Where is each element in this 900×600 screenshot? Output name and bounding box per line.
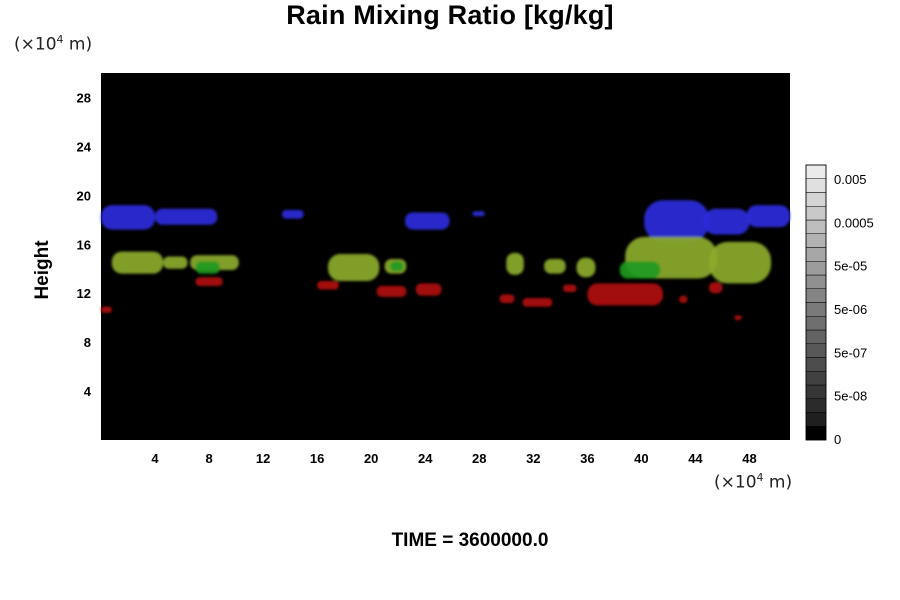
layer-2 bbox=[195, 261, 661, 279]
region-1-0 bbox=[111, 251, 164, 274]
data-layers bbox=[101, 200, 790, 321]
region-1-1 bbox=[163, 256, 188, 269]
region-0-3 bbox=[404, 212, 450, 230]
layer-3 bbox=[101, 277, 742, 321]
region-3-6 bbox=[522, 298, 553, 307]
colorbar-segment bbox=[805, 247, 827, 262]
region-3-4 bbox=[415, 283, 442, 296]
colorbar-tick-label: 5e-08 bbox=[834, 389, 867, 404]
region-3-9 bbox=[679, 295, 688, 303]
x-tick-label: 16 bbox=[310, 451, 324, 466]
region-3-7 bbox=[563, 284, 577, 292]
colorbar-segment bbox=[805, 206, 827, 221]
colorbar-tick-label: 0.005 bbox=[834, 172, 867, 187]
x-tick-label: 48 bbox=[742, 451, 756, 466]
region-3-2 bbox=[317, 280, 339, 290]
x-tick-label: 12 bbox=[256, 451, 270, 466]
region-3-10 bbox=[708, 282, 723, 294]
x-tick-label: 4 bbox=[151, 451, 159, 466]
colorbar-segment bbox=[805, 164, 827, 179]
region-0-6 bbox=[703, 208, 750, 235]
colorbar-segment bbox=[805, 371, 827, 386]
x-tick-label: 32 bbox=[526, 451, 540, 466]
x-tick-label: 20 bbox=[364, 451, 378, 466]
y-unit-prefix: (×10 bbox=[14, 34, 57, 55]
colorbar-tick-label: 5e-05 bbox=[834, 259, 867, 274]
chart-title: Rain Mixing Ratio [kg/kg] bbox=[286, 0, 614, 30]
region-0-5 bbox=[644, 200, 709, 242]
colorbar-tick-label: 0.0005 bbox=[834, 215, 874, 230]
y-tick-label: 12 bbox=[77, 286, 91, 301]
colorbar-segment bbox=[805, 219, 827, 234]
x-axis-ticks: 4 8 12 16 20 24 28 32 36 40 44 48 bbox=[151, 451, 756, 466]
region-0-7 bbox=[746, 205, 790, 228]
region-1-5 bbox=[506, 252, 524, 275]
colorbar-segment bbox=[805, 426, 827, 441]
colorbar: 0.005 0.0005 5e-05 5e-06 5e-07 5e-08 0 bbox=[805, 164, 874, 447]
region-1-9 bbox=[708, 241, 772, 284]
x-tick-label: 40 bbox=[634, 451, 648, 466]
colorbar-segment bbox=[805, 316, 827, 331]
y-axis-ticks: 4 8 12 16 20 24 28 bbox=[77, 90, 92, 399]
region-3-11 bbox=[734, 315, 742, 321]
y-unit-exponent: 4 bbox=[56, 33, 64, 46]
region-3-1 bbox=[195, 277, 223, 286]
y-tick-label: 24 bbox=[77, 139, 92, 154]
y-tick-label: 28 bbox=[77, 90, 91, 105]
region-1-7 bbox=[576, 257, 596, 278]
region-0-0 bbox=[101, 205, 156, 230]
region-2-2 bbox=[619, 261, 661, 279]
colorbar-segment bbox=[805, 233, 827, 248]
region-0-4 bbox=[472, 211, 485, 217]
region-2-0 bbox=[195, 261, 220, 274]
x-tick-label: 8 bbox=[205, 451, 212, 466]
colorbar-segment bbox=[805, 357, 827, 372]
region-0-2 bbox=[282, 210, 304, 219]
x-tick-label: 44 bbox=[688, 451, 703, 466]
layer-0 bbox=[101, 200, 790, 242]
region-3-5 bbox=[499, 294, 515, 303]
colorbar-tick-label: 5e-06 bbox=[834, 302, 867, 317]
region-3-3 bbox=[376, 285, 407, 297]
region-1-3 bbox=[327, 254, 380, 281]
colorbar-segment bbox=[805, 261, 827, 276]
colorbar-segment bbox=[805, 384, 827, 399]
region-3-0 bbox=[101, 306, 112, 313]
colorbar-tick-label: 0 bbox=[834, 432, 841, 447]
colorbar-segment bbox=[805, 343, 827, 358]
x-tick-label: 28 bbox=[472, 451, 486, 466]
x-tick-label: 24 bbox=[418, 451, 433, 466]
colorbar-segment bbox=[805, 192, 827, 207]
y-axis-unit: (×104 m) bbox=[14, 33, 92, 55]
x-unit-exponent: 4 bbox=[756, 471, 764, 484]
colorbar-segment bbox=[805, 302, 827, 317]
region-3-8 bbox=[587, 283, 664, 306]
region-0-1 bbox=[155, 208, 218, 225]
y-unit-suffix: m) bbox=[63, 34, 93, 55]
colorbar-segment bbox=[805, 288, 827, 303]
y-tick-label: 20 bbox=[77, 188, 91, 203]
y-tick-label: 16 bbox=[77, 237, 91, 252]
colorbar-segment bbox=[805, 398, 827, 413]
colorbar-segment bbox=[805, 178, 827, 193]
x-axis-unit: (×104 m) bbox=[714, 471, 792, 493]
region-2-1 bbox=[390, 261, 404, 272]
colorbar-segment bbox=[805, 412, 827, 427]
time-label: TIME = 3600000.0 bbox=[391, 530, 549, 551]
region-1-6 bbox=[544, 258, 566, 274]
x-unit-suffix: m) bbox=[763, 472, 793, 493]
y-tick-label: 4 bbox=[84, 384, 92, 399]
colorbar-segment bbox=[805, 329, 827, 344]
colorbar-segment bbox=[805, 274, 827, 289]
colorbar-tick-label: 5e-07 bbox=[834, 345, 867, 360]
y-tick-label: 8 bbox=[84, 335, 91, 350]
x-tick-label: 36 bbox=[580, 451, 594, 466]
x-unit-prefix: (×10 bbox=[714, 472, 757, 493]
colorbar-frame bbox=[805, 164, 827, 441]
